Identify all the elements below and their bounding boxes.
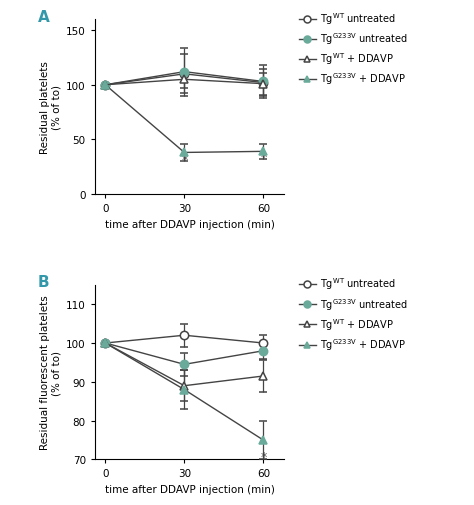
Legend: $\mathrm{Tg}^{\mathrm{WT}}$ untreated, $\mathrm{Tg}^{\mathrm{G233V}}$ untreated,: $\mathrm{Tg}^{\mathrm{WT}}$ untreated, $… (299, 11, 408, 87)
Text: A: A (38, 10, 50, 25)
Y-axis label: Residual platelets
(% of to): Residual platelets (% of to) (40, 61, 62, 154)
Text: *: * (260, 151, 266, 164)
Y-axis label: Residual fluorescent platelets
(% of to): Residual fluorescent platelets (% of to) (40, 295, 62, 449)
Legend: $\mathrm{Tg}^{\mathrm{WT}}$ untreated, $\mathrm{Tg}^{\mathrm{G233V}}$ untreated,: $\mathrm{Tg}^{\mathrm{WT}}$ untreated, $… (299, 276, 408, 352)
Text: B: B (38, 275, 50, 290)
X-axis label: time after DDAVP injection (min): time after DDAVP injection (min) (105, 219, 274, 229)
X-axis label: time after DDAVP injection (min): time after DDAVP injection (min) (105, 484, 274, 494)
Text: *: * (181, 153, 187, 166)
Text: *: * (260, 450, 266, 464)
